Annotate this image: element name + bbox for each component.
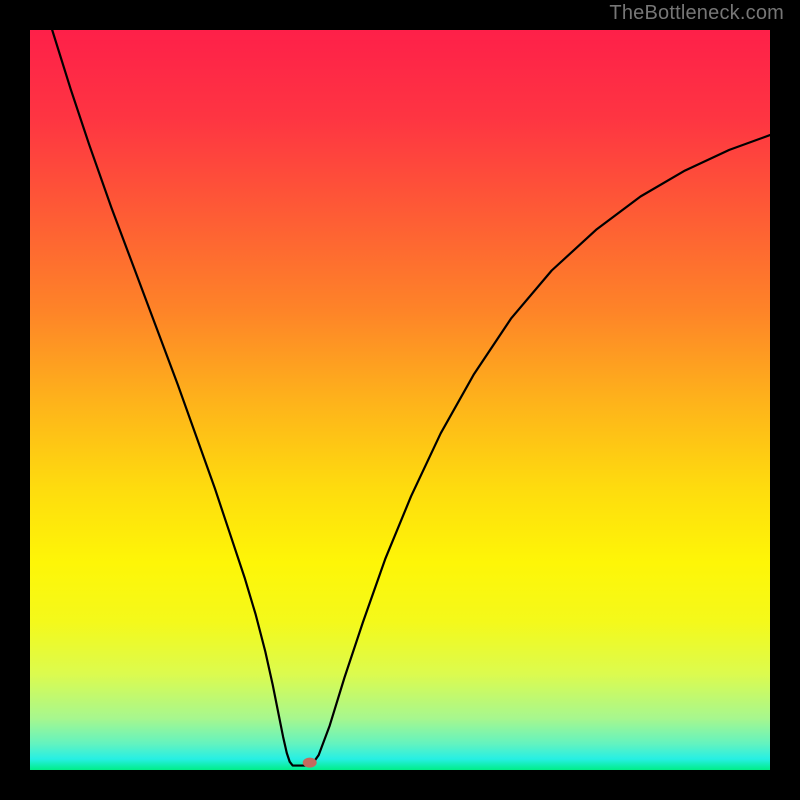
bottleneck-chart: [30, 30, 770, 770]
optimal-point-marker: [303, 758, 317, 768]
chart-background: [30, 30, 770, 770]
watermark-text: TheBottleneck.com: [609, 2, 784, 25]
chart-plot-area: [30, 30, 770, 770]
